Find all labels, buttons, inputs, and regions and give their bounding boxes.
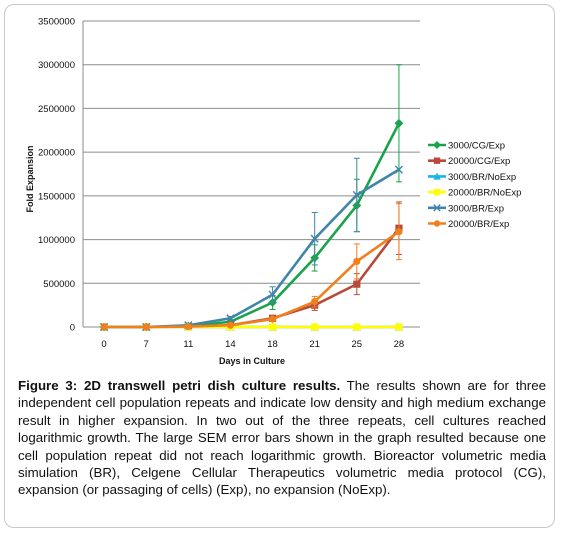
x-tick-label: 28 xyxy=(394,339,405,350)
y-tick-label: 1500000 xyxy=(38,191,75,202)
legend-item: 20000/CG/Exp xyxy=(428,156,510,167)
data-point xyxy=(311,298,319,306)
data-point xyxy=(268,323,277,331)
line-chart: 0 500000 1000000 1500000 2000000 2500000 30000… xyxy=(25,17,521,367)
data-point xyxy=(433,141,441,149)
legend-item: 3000/BR/Exp xyxy=(428,203,504,214)
data-point-stroke xyxy=(352,190,361,200)
x-tick-label: 11 xyxy=(183,339,193,350)
series-line xyxy=(104,230,400,329)
data-point xyxy=(433,157,441,164)
data-point xyxy=(353,280,361,288)
x-axis-tick-labels: 0 7 11 14 18 21 25 28 xyxy=(101,339,404,350)
legend-item: 3000/CG/Exp xyxy=(428,141,505,152)
figure-frame xyxy=(4,4,555,528)
data-point xyxy=(433,204,441,212)
data-point xyxy=(352,190,361,200)
legend-item: 20000/BR/NoExp xyxy=(428,188,521,199)
chart-series xyxy=(99,64,404,332)
data-point xyxy=(394,118,404,128)
data-point xyxy=(184,322,192,331)
data-point xyxy=(353,323,361,331)
y-tick-label: 2500000 xyxy=(38,104,75,115)
data-point xyxy=(433,188,441,196)
y-tick-label: 1000000 xyxy=(38,235,75,246)
x-tick-label: 21 xyxy=(309,339,320,350)
legend-label: 20000/BR/Exp xyxy=(448,219,509,230)
data-point xyxy=(353,257,361,266)
y-tick-label: 2000000 xyxy=(38,148,75,159)
series-20000-br-exp xyxy=(100,203,403,331)
series-line xyxy=(104,122,401,329)
figure-caption: Figure 3: 2D transwell petri dish cultur… xyxy=(18,377,546,499)
data-point xyxy=(395,228,403,236)
data-point-stroke xyxy=(268,290,277,299)
y-tick-label: 0 xyxy=(70,323,75,334)
data-point xyxy=(311,323,319,331)
x-tick-label: 0 xyxy=(101,339,106,350)
data-point xyxy=(142,323,150,331)
data-point xyxy=(268,290,277,299)
y-tick-label: 3000000 xyxy=(38,60,75,71)
y-tick-label: 3500000 xyxy=(38,17,75,28)
data-point xyxy=(226,321,235,329)
data-point xyxy=(433,220,441,227)
data-point xyxy=(394,165,404,174)
x-tick-label: 18 xyxy=(267,339,278,350)
x-tick-label: 14 xyxy=(225,339,236,350)
series-3000-cg-exp xyxy=(99,64,404,332)
caption-text: The results shown are for three independ… xyxy=(18,378,546,498)
data-point xyxy=(310,234,319,243)
data-point-stroke xyxy=(394,165,404,174)
data-point xyxy=(395,323,403,331)
chart-axes xyxy=(82,21,420,328)
data-point xyxy=(433,172,441,180)
data-point xyxy=(100,323,108,331)
y-axis-label: Fold Expansion xyxy=(25,145,35,212)
data-point-stroke xyxy=(226,314,235,323)
legend-label: 3000/CG/Exp xyxy=(448,141,505,152)
x-axis-label: Days in Culture xyxy=(219,356,285,366)
data-point-stroke xyxy=(310,234,319,243)
x-tick-label: 7 xyxy=(144,339,149,350)
data-point-stroke xyxy=(433,204,441,212)
y-axis-tick-labels: 0 500000 1000000 1500000 2000000 2500000 30000… xyxy=(38,17,75,334)
chart-gridlines xyxy=(83,20,420,284)
legend-label: 3000/BR/NoExp xyxy=(448,172,516,183)
legend-label: 20000/CG/Exp xyxy=(448,156,510,167)
data-point xyxy=(268,315,277,323)
legend-item: 20000/BR/Exp xyxy=(428,219,509,230)
data-point xyxy=(226,314,235,323)
chart-legend: 3000/CG/Exp 20000/CG/Exp 3000/BR/NoExp 2000… xyxy=(428,141,521,230)
legend-label: 20000/BR/NoExp xyxy=(448,188,521,199)
legend-item: 3000/BR/NoExp xyxy=(428,172,516,183)
x-tick-label: 25 xyxy=(352,339,363,350)
legend-label: 3000/BR/Exp xyxy=(448,203,504,214)
y-tick-label: 500000 xyxy=(43,279,75,290)
caption-label: Figure 3: 2D transwell petri dish cultur… xyxy=(18,378,341,393)
